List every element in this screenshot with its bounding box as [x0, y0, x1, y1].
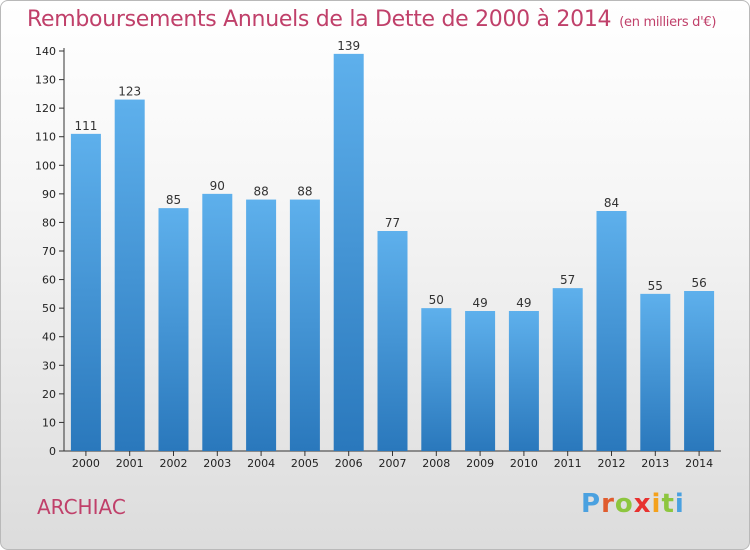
- bar: [158, 208, 189, 451]
- bar: [70, 133, 101, 451]
- y-tick-label: 140: [35, 45, 56, 58]
- bar-value-label: 123: [118, 85, 141, 99]
- x-tick-label: 2012: [598, 457, 626, 470]
- city-name: ARCHIAC: [37, 495, 126, 519]
- bar-value-label: 84: [604, 196, 619, 210]
- x-tick-label: 2005: [291, 457, 319, 470]
- y-tick-label: 10: [42, 416, 56, 429]
- logo-letter: i: [674, 489, 685, 519]
- x-tick-label: 2001: [116, 457, 144, 470]
- y-tick-label: 70: [42, 245, 56, 258]
- chart-title: Remboursements Annuels de la Dette de 20…: [27, 7, 716, 32]
- bar-value-label: 49: [516, 296, 531, 310]
- bar-value-label: 139: [337, 39, 360, 53]
- x-tick-label: 2007: [379, 457, 407, 470]
- y-tick-label: 110: [35, 131, 56, 144]
- y-tick-label: 80: [42, 216, 56, 229]
- x-tick-label: 2008: [422, 457, 450, 470]
- bar-value-label: 55: [648, 279, 663, 293]
- bar: [202, 193, 233, 451]
- bar: [465, 311, 496, 451]
- bar: [377, 231, 408, 451]
- bar: [421, 308, 452, 451]
- x-tick-label: 2003: [203, 457, 231, 470]
- y-tick-label: 50: [42, 302, 56, 315]
- x-tick-label: 2010: [510, 457, 538, 470]
- logo-letter: o: [614, 489, 634, 519]
- y-tick-label: 0: [49, 445, 56, 458]
- x-tick-label: 2009: [466, 457, 494, 470]
- bar: [552, 288, 583, 451]
- x-tick-label: 2006: [335, 457, 363, 470]
- bar-value-label: 50: [429, 293, 444, 307]
- bar: [684, 291, 715, 451]
- bar: [246, 199, 277, 451]
- y-tick-label: 40: [42, 331, 56, 344]
- logo-letter: x: [633, 489, 652, 519]
- x-tick-label: 2004: [247, 457, 275, 470]
- bar: [333, 53, 364, 451]
- logo-letter: t: [661, 489, 675, 519]
- proxiti-logo: Proxiti: [581, 489, 685, 519]
- logo-letter: i: [651, 489, 662, 519]
- chart-unit-note: (en milliers d'€): [619, 15, 717, 30]
- bar-value-label: 85: [166, 193, 181, 207]
- x-tick-label: 2013: [641, 457, 669, 470]
- y-tick-label: 130: [35, 74, 56, 87]
- logo-letter: r: [601, 489, 615, 519]
- y-tick-label: 30: [42, 359, 56, 372]
- chart-title-text: Remboursements Annuels de la Dette de 20…: [27, 7, 612, 32]
- y-tick-label: 60: [42, 274, 56, 287]
- x-tick-label: 2011: [554, 457, 582, 470]
- bar: [114, 99, 145, 452]
- bar: [640, 293, 671, 451]
- bar-value-label: 49: [472, 296, 487, 310]
- y-tick-label: 100: [35, 159, 56, 172]
- logo-letter: P: [581, 489, 602, 519]
- bar-value-label: 57: [560, 273, 575, 287]
- y-tick-label: 20: [42, 388, 56, 401]
- bar: [508, 311, 539, 451]
- bar-value-label: 77: [385, 216, 400, 230]
- bar: [596, 211, 627, 451]
- bar-value-label: 56: [691, 276, 706, 290]
- x-tick-label: 2000: [72, 457, 100, 470]
- bar-value-label: 111: [74, 119, 97, 133]
- y-tick-label: 120: [35, 102, 56, 115]
- y-tick-label: 90: [42, 188, 56, 201]
- bar-value-label: 90: [210, 179, 225, 193]
- bar-value-label: 88: [297, 185, 312, 199]
- x-tick-label: 2002: [160, 457, 188, 470]
- bar: [289, 199, 320, 451]
- bar-value-label: 88: [253, 185, 268, 199]
- x-tick-label: 2014: [685, 457, 713, 470]
